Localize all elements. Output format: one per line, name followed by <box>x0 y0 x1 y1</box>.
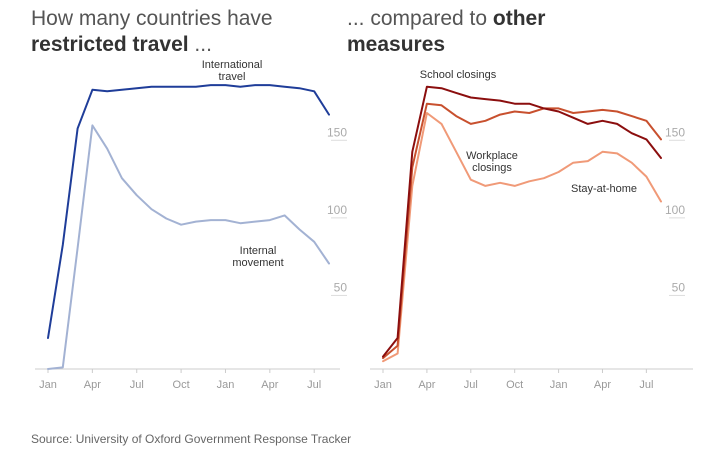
series-line-stay-at-home <box>382 112 662 363</box>
left-title-bold: restricted travel <box>31 33 189 56</box>
y-tick-label: 100 <box>327 203 347 217</box>
left-title-line1: How many countries have <box>31 7 273 30</box>
source-note: Source: University of Oxford Government … <box>31 432 352 446</box>
right-title-bold2: measures <box>347 33 446 56</box>
x-tick-label: Apr <box>418 379 435 391</box>
left-chart-title: How many countries have restricted trave… <box>31 6 273 58</box>
x-tick-label: Jan <box>39 379 57 391</box>
series-label-workplace-closings: Workplace closings <box>466 150 518 174</box>
series-line-international-travel <box>47 84 330 339</box>
series-label-school-closings: School closings <box>420 69 497 81</box>
series-label-internal-movement: Internal movement <box>232 245 283 269</box>
y-tick-label: 50 <box>334 280 348 294</box>
y-tick-label: 50 <box>672 280 686 294</box>
right-chart-title: ... compared to other measures <box>347 6 545 58</box>
y-tick-label: 150 <box>665 125 685 139</box>
x-tick-label: Oct <box>173 379 190 391</box>
right-title-prefix: ... compared to <box>347 7 493 30</box>
y-tick-label: 100 <box>665 203 685 217</box>
series-label-stay-at-home: Stay-at-home <box>571 183 637 195</box>
x-tick-label: Jan <box>374 379 392 391</box>
left-title-ellipsis: ... <box>188 33 212 56</box>
x-tick-label: Apr <box>84 379 101 391</box>
y-tick-label: 150 <box>327 125 347 139</box>
right-title-bold1: other <box>492 7 546 30</box>
series-label-international-travel: International travel <box>202 59 263 83</box>
x-tick-label: Jan <box>217 379 235 391</box>
x-tick-label: Jul <box>130 379 144 391</box>
x-tick-label: Jul <box>639 379 653 391</box>
x-tick-label: Oct <box>506 379 523 391</box>
x-tick-label: Jan <box>550 379 568 391</box>
x-tick-label: Apr <box>594 379 611 391</box>
x-tick-label: Jul <box>464 379 478 391</box>
series-line-internal-movement <box>47 124 330 370</box>
series-line-workplace-closings <box>382 102 662 360</box>
x-tick-label: Jul <box>307 379 321 391</box>
series-line-school-closings <box>382 85 662 358</box>
x-tick-label: Apr <box>261 379 278 391</box>
